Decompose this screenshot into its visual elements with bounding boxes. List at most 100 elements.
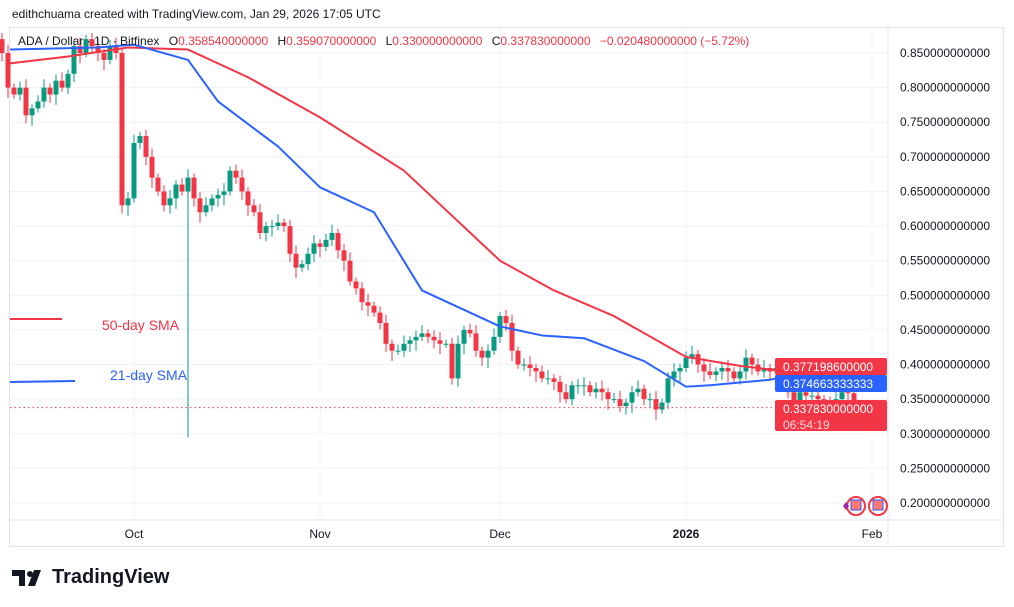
candle-down xyxy=(371,305,377,313)
price-tick-label: 0.300000000000 xyxy=(900,427,990,441)
candle-down xyxy=(5,53,11,88)
candle-down xyxy=(101,53,107,60)
candle-down xyxy=(437,340,443,344)
candle-up xyxy=(485,350,491,358)
candle-up xyxy=(221,191,227,195)
candle-down xyxy=(551,378,557,382)
candle-up xyxy=(683,357,689,368)
candle-down xyxy=(0,39,5,53)
candle-up xyxy=(185,177,191,192)
symbol-label[interactable]: ADA / Dollar · 1D · Bitfinex xyxy=(18,34,160,48)
candle-up xyxy=(413,336,419,341)
candle-down xyxy=(803,392,809,396)
candle-up xyxy=(689,354,695,358)
candle-down xyxy=(149,156,155,178)
candle-up xyxy=(323,239,329,247)
candle-up xyxy=(137,136,143,143)
candle-up xyxy=(443,343,449,345)
price-tick-label: 0.350000000000 xyxy=(900,392,990,406)
candle-down xyxy=(251,205,257,213)
date-tick-label: Dec xyxy=(489,527,510,541)
candle-up xyxy=(65,73,71,88)
candle-down xyxy=(155,177,161,192)
candle-up xyxy=(395,350,401,352)
candle-down xyxy=(701,364,707,372)
candle-up xyxy=(581,385,587,387)
candle-down xyxy=(845,392,851,394)
candle-down xyxy=(245,191,251,206)
candle-down xyxy=(293,253,299,268)
candle-down xyxy=(365,302,371,306)
candle-down xyxy=(59,80,65,88)
tradingview-logo[interactable]: TradingView xyxy=(12,566,169,589)
candle-down xyxy=(287,226,293,254)
candle-up xyxy=(263,226,269,233)
candle-up xyxy=(83,39,89,53)
sma21-legend-line xyxy=(9,380,76,383)
candle-up xyxy=(53,80,59,95)
candle-up xyxy=(761,367,767,372)
candle-up xyxy=(797,392,803,403)
candle-up xyxy=(719,367,725,372)
sma50-label: 50-day SMA xyxy=(102,317,180,333)
candle-down xyxy=(143,136,149,157)
candle-down xyxy=(281,222,287,227)
candle-down xyxy=(197,198,203,213)
price-tick-label: 0.850000000000 xyxy=(900,46,990,60)
candle-down xyxy=(731,371,737,379)
candle-up xyxy=(269,226,275,228)
price-tick-label: 0.400000000000 xyxy=(900,358,990,372)
price-tick-label: 0.500000000000 xyxy=(900,288,990,302)
sparkle-icon xyxy=(843,502,849,510)
candle-up xyxy=(491,336,497,351)
candle-up xyxy=(407,340,413,344)
candle-up xyxy=(401,343,407,351)
candle-down xyxy=(317,243,323,247)
candle-down xyxy=(533,367,539,372)
candle-down xyxy=(233,170,239,178)
candle-up xyxy=(659,402,665,410)
date-tick-label: Feb xyxy=(862,527,883,541)
change-value: −0.020480000000 (−5.72%) xyxy=(599,34,750,48)
us-flag-icon xyxy=(872,499,884,511)
candle-up xyxy=(569,385,575,400)
candle-up xyxy=(29,108,35,116)
candle-down xyxy=(641,388,647,400)
candle-up xyxy=(419,333,425,337)
sma21-line xyxy=(9,43,855,388)
open-label: O xyxy=(168,34,179,48)
sma50-price-tag xyxy=(775,358,887,375)
candle-up xyxy=(629,392,635,403)
candle-up xyxy=(665,378,671,403)
candle-down xyxy=(191,177,197,199)
high-value: 0.359070000000 xyxy=(286,34,377,48)
high-label: H xyxy=(277,34,287,48)
candle-down xyxy=(95,46,101,53)
last-price-tag xyxy=(775,400,887,431)
candle-down xyxy=(557,381,563,393)
price-tick-label: 0.750000000000 xyxy=(900,115,990,129)
ohlc-legend: ADA / Dollar · 1D · Bitfinex O0.35854000… xyxy=(18,34,749,48)
candle-down xyxy=(239,177,245,192)
candle-up xyxy=(305,253,311,265)
candle-up xyxy=(107,46,113,60)
candle-up xyxy=(737,371,743,379)
candle-up xyxy=(545,378,551,380)
candle-down xyxy=(335,232,341,251)
candle-down xyxy=(467,329,473,334)
candle-up xyxy=(839,392,845,400)
candle-down xyxy=(425,333,431,337)
candle-down xyxy=(515,350,521,365)
candle-up xyxy=(299,264,305,268)
candle-down xyxy=(617,399,623,407)
candle-down xyxy=(509,322,515,351)
candle-down xyxy=(473,333,479,351)
price-tick-label: 0.450000000000 xyxy=(900,323,990,337)
candle-down xyxy=(23,87,29,116)
candle-up xyxy=(593,388,599,393)
candle-up xyxy=(575,385,581,387)
candle-down xyxy=(161,191,167,206)
candle-up xyxy=(677,367,683,372)
candle-down xyxy=(707,371,713,375)
